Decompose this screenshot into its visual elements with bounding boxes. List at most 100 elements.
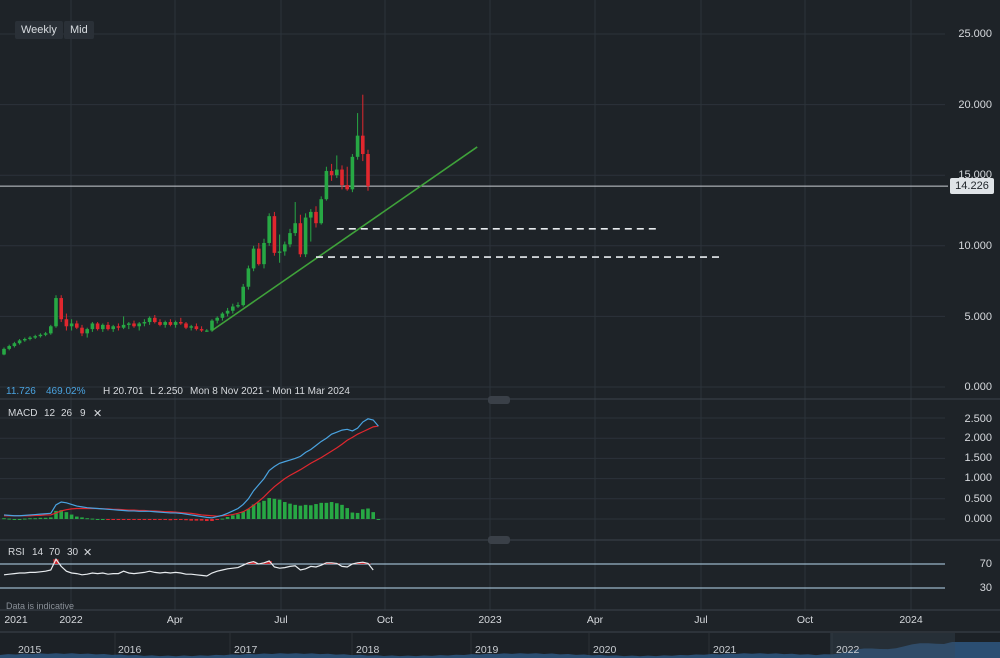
candle-body (241, 286, 245, 306)
close-icon[interactable]: ✕ (83, 547, 93, 559)
candle-body (257, 248, 261, 265)
rsi-line (3, 558, 374, 577)
macd-histogram-bar (43, 517, 48, 519)
navigator-year: 2020 (593, 644, 617, 656)
candle-body (350, 156, 355, 190)
macd-histogram-bar (64, 512, 69, 519)
time-tick: Apr (166, 614, 184, 626)
candle-body (298, 223, 303, 255)
navigator-window (830, 633, 955, 658)
panel-resize-handle[interactable] (488, 536, 510, 544)
navigator-year: 2017 (234, 644, 258, 656)
macd-histogram-bar (340, 504, 344, 519)
navigator-year: 2016 (118, 644, 142, 656)
macd-histogram-bar (12, 519, 17, 520)
macd-histogram-bar (184, 519, 188, 521)
time-tick: Jul (274, 614, 288, 626)
macd-histogram-bar (142, 519, 147, 520)
macd-histogram-bar (17, 519, 22, 520)
candle-body (163, 322, 167, 325)
time-tick: Oct (796, 614, 814, 626)
info-range: Mon 8 Nov 2021 - Mon 11 Mar 2024 (190, 386, 350, 397)
rsi-param: 14 (32, 547, 44, 558)
candle-body (2, 348, 6, 355)
rsi-overbought-fill (53, 559, 59, 564)
candle-body (116, 326, 121, 328)
macd-line (3, 418, 379, 519)
candle-body (314, 211, 318, 224)
info-change: 469.02% (46, 386, 86, 397)
macd-histogram-bar (262, 500, 266, 519)
candle-body (340, 169, 344, 186)
time-tick: 2022 (59, 614, 83, 626)
macd-histogram-bar (376, 519, 381, 520)
panel-resize-handle[interactable] (488, 396, 510, 404)
price-gridlines (0, 33, 948, 388)
rsi-tick: 70 (979, 558, 992, 570)
candle-body (267, 216, 271, 243)
candle-body (345, 185, 349, 190)
macd-histogram-bar (153, 519, 157, 520)
candle-body (215, 317, 219, 321)
candle-body (329, 170, 334, 176)
interval-button[interactable]: Weekly (15, 21, 63, 39)
macd-histogram-bar (371, 512, 375, 519)
rsi-overbought-fill (251, 561, 257, 564)
candle-body (12, 343, 17, 347)
candle-body (231, 306, 235, 311)
macd-histogram-bar (345, 508, 349, 519)
close-icon[interactable]: ✕ (93, 408, 103, 420)
macd-panel (0, 417, 945, 522)
rsi-overbought-fill (266, 561, 272, 564)
macd-histogram-bar (75, 516, 79, 519)
time-tick: Oct (376, 614, 394, 626)
candle-body (28, 337, 32, 339)
macd-histogram-bar (121, 519, 126, 520)
macd-histogram-bar (225, 516, 230, 519)
macd-param: 9 (80, 408, 86, 419)
macd-histogram-bar (49, 517, 53, 519)
macd-histogram-bar (179, 519, 183, 520)
candle-body (137, 323, 141, 327)
macd-histogram-bar (199, 519, 204, 521)
macd-tick: 1.500 (964, 452, 992, 464)
price-type-button[interactable]: Mid (64, 21, 94, 39)
price-tick: 20.000 (958, 99, 992, 111)
navigator[interactable] (0, 633, 1000, 658)
candle-body (7, 346, 11, 349)
rsi-label: RSI (8, 547, 25, 558)
rsi-panel (0, 558, 945, 589)
macd-histogram-bar (173, 519, 178, 520)
disclaimer: Data is indicative (6, 601, 75, 611)
macd-histogram-bar (361, 509, 365, 519)
drawings (211, 146, 720, 332)
trendline (211, 146, 478, 332)
candle-body (80, 327, 84, 334)
candle-body (210, 320, 214, 331)
candle-body (23, 338, 27, 341)
macd-histogram-bar (132, 519, 136, 520)
macd-histogram-bar (309, 505, 313, 519)
time-tick: 2023 (478, 614, 502, 626)
navigator-year: 2021 (713, 644, 737, 656)
candle-body (43, 333, 48, 335)
macd-tick: 1.000 (964, 472, 992, 484)
rsi-tick: 30 (979, 582, 992, 594)
price-tick: 25.000 (958, 28, 992, 40)
navigator-year: 2022 (836, 644, 860, 656)
macd-histogram-bar (38, 517, 43, 519)
macd-histogram-bar (111, 519, 115, 520)
macd-histogram-bar (80, 517, 84, 519)
macd-histogram-bar (293, 504, 297, 519)
price-tick: 5.000 (964, 311, 992, 323)
candle-body (288, 233, 292, 245)
time-tick: 2024 (899, 614, 923, 626)
macd-histogram-bar (7, 518, 11, 520)
macd-histogram-bar (59, 510, 63, 519)
navigator-year: 2015 (18, 644, 42, 656)
candle-body (199, 329, 204, 331)
macd-histogram-bar (33, 518, 37, 520)
candle-body (262, 242, 266, 265)
navigator-year: 2018 (356, 644, 380, 656)
